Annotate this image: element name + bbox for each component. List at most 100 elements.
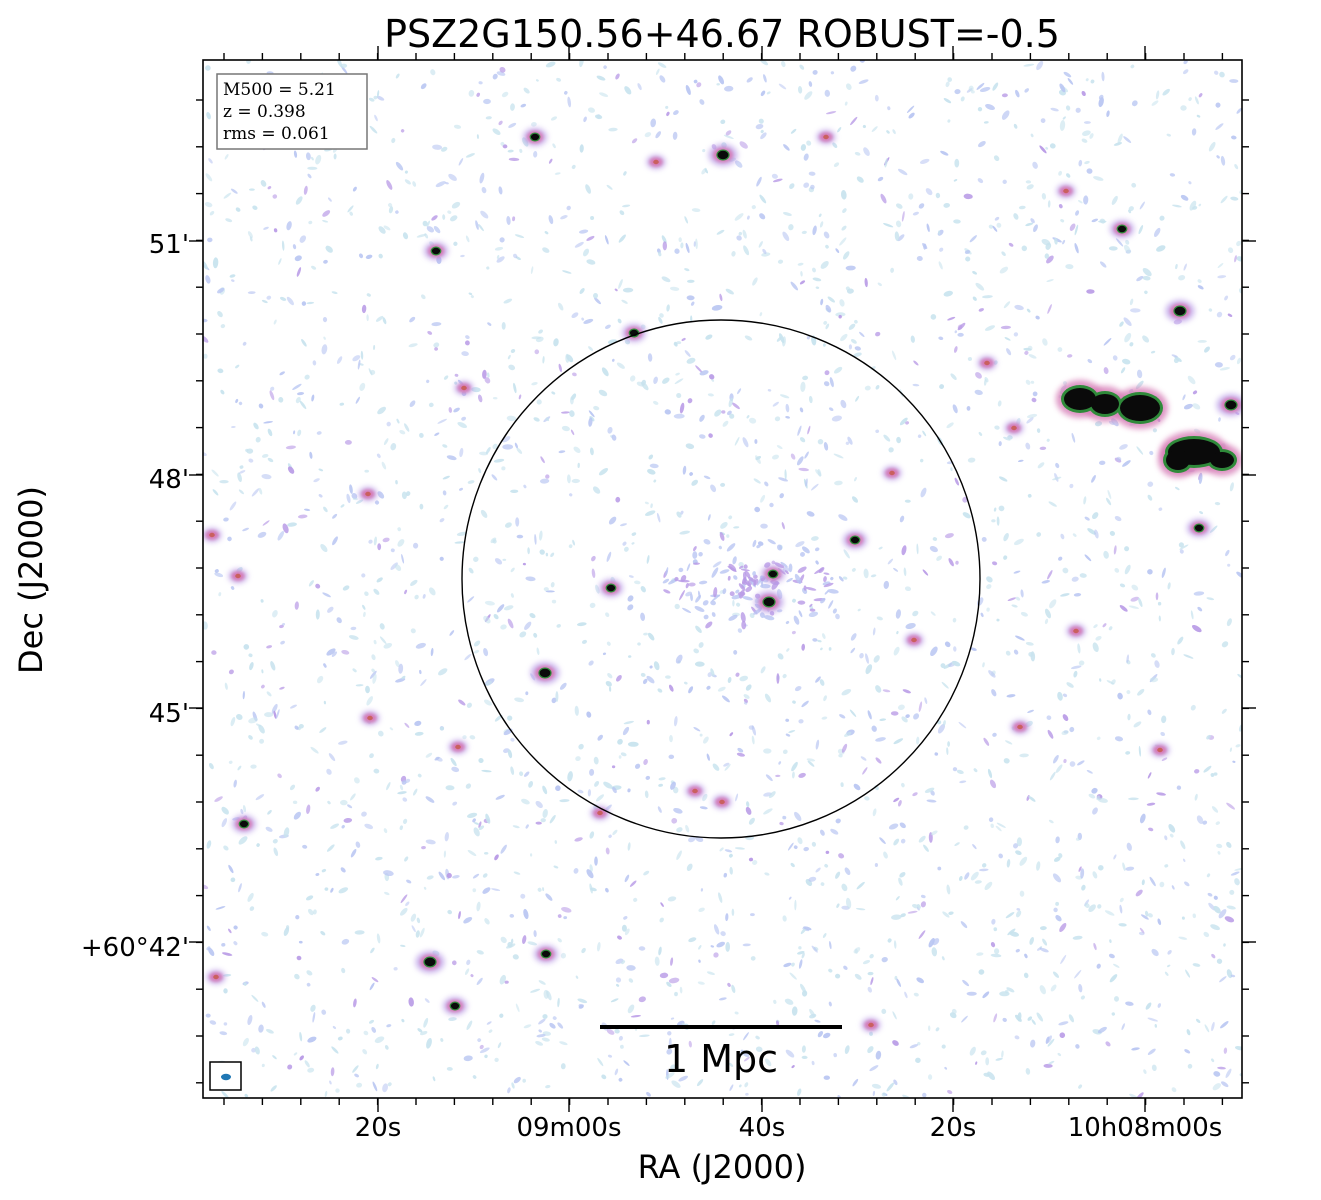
noise-speck — [263, 421, 273, 424]
noise-speck — [273, 847, 279, 857]
noise-speck — [1059, 120, 1066, 131]
noise-speck — [388, 203, 393, 208]
noise-speck — [383, 642, 393, 649]
noise-speck — [439, 556, 444, 561]
noise-speck — [1157, 601, 1162, 606]
noise-speck — [765, 1058, 772, 1067]
noise-speck — [1230, 196, 1239, 201]
noise-speck — [454, 541, 465, 544]
noise-speck — [536, 1034, 546, 1038]
noise-speck — [695, 238, 698, 250]
noise-speck — [336, 617, 342, 624]
noise-speck — [575, 756, 581, 762]
noise-speck — [717, 686, 726, 692]
noise-speck — [476, 92, 480, 97]
noise-speck — [1177, 636, 1184, 645]
radio-sources — [203, 108, 1242, 1032]
noise-speck — [404, 589, 408, 595]
diffuse-emission-speck — [732, 556, 737, 565]
radio-source — [712, 795, 732, 809]
noise-speck — [549, 1022, 556, 1029]
noise-speck — [225, 218, 233, 223]
noise-speck — [628, 575, 634, 578]
noise-speck — [504, 522, 512, 528]
noise-speck — [1015, 89, 1020, 98]
radio-source — [1010, 720, 1030, 734]
noise-speck — [1000, 325, 1011, 330]
noise-speck — [1086, 168, 1093, 174]
noise-speck — [817, 438, 824, 445]
noise-speck — [644, 790, 649, 799]
noise-speck — [1113, 142, 1123, 146]
noise-speck — [1082, 130, 1091, 137]
noise-speck — [825, 850, 830, 855]
noise-speck — [588, 346, 594, 352]
noise-speck — [820, 260, 829, 269]
noise-speck — [907, 910, 918, 914]
noise-speck — [494, 854, 499, 861]
noise-speck — [510, 737, 515, 742]
radio-source — [1056, 184, 1076, 198]
noise-speck — [404, 179, 411, 185]
noise-speck — [322, 317, 328, 323]
noise-speck — [812, 225, 817, 236]
noise-speck — [894, 231, 900, 242]
noise-speck — [734, 1011, 739, 1015]
noise-speck — [1126, 654, 1130, 663]
noise-speck — [1087, 359, 1093, 364]
noise-speck — [228, 760, 233, 764]
noise-speck — [1184, 881, 1190, 887]
noise-speck — [560, 952, 567, 959]
diffuse-emission-speck — [823, 576, 827, 583]
noise-speck — [1049, 143, 1056, 149]
noise-speck — [242, 804, 247, 813]
noise-speck — [377, 491, 385, 499]
noise-speck — [510, 567, 515, 573]
noise-speck — [344, 440, 352, 445]
noise-speck — [558, 450, 566, 454]
noise-speck — [304, 1060, 310, 1068]
noise-speck — [1198, 93, 1203, 98]
noise-speck — [277, 773, 282, 779]
noise-speck — [572, 539, 575, 546]
noise-speck — [356, 1082, 363, 1088]
noise-speck — [237, 472, 242, 483]
noise-speck — [627, 595, 634, 602]
noise-speck — [628, 655, 632, 658]
noise-speck — [1123, 317, 1132, 326]
noise-speck — [853, 947, 861, 954]
noise-speck — [646, 554, 650, 564]
noise-speck — [395, 161, 404, 171]
noise-speck — [1220, 195, 1228, 204]
noise-speck — [693, 648, 700, 654]
noise-speck — [513, 253, 518, 259]
source-core — [719, 799, 725, 805]
noise-speck — [940, 663, 946, 669]
noise-speck — [1059, 83, 1066, 93]
noise-speck — [556, 77, 562, 82]
noise-speck — [782, 212, 792, 216]
noise-speck — [318, 494, 323, 498]
noise-speck — [1202, 820, 1208, 825]
noise-speck — [1127, 713, 1131, 721]
noise-speck — [875, 331, 881, 337]
noise-speck — [267, 457, 274, 463]
noise-speck — [615, 73, 620, 80]
noise-speck — [1014, 304, 1024, 311]
noise-speck — [296, 267, 302, 277]
noise-speck — [470, 295, 474, 299]
noise-speck — [419, 927, 425, 938]
radio-source — [646, 155, 666, 169]
noise-speck — [942, 911, 950, 918]
noise-speck — [698, 959, 701, 963]
noise-speck — [250, 764, 257, 769]
noise-speck — [618, 755, 622, 759]
noise-speck — [995, 825, 1002, 832]
source-core — [911, 637, 917, 643]
noise-speck — [1194, 793, 1198, 801]
noise-speck — [734, 847, 746, 850]
noise-speck — [1103, 367, 1109, 375]
noise-speck — [867, 986, 872, 993]
radio-source — [761, 565, 785, 583]
noise-speck — [607, 1054, 613, 1058]
